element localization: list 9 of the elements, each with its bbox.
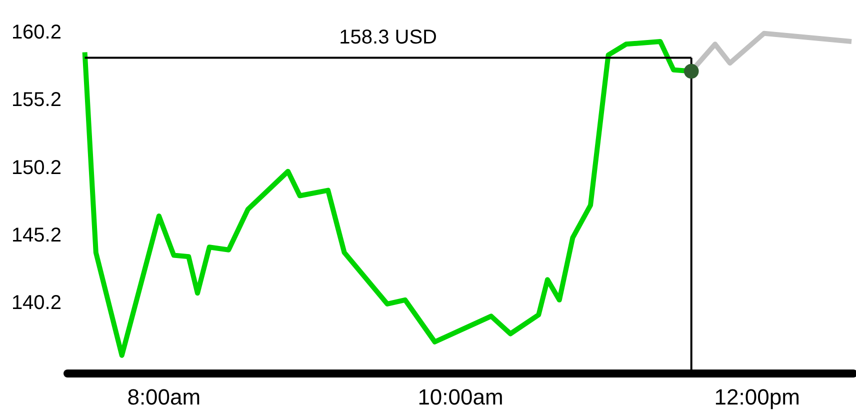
y-tick-label: 160.2 <box>11 22 62 44</box>
y-tick-label: 155.2 <box>11 89 62 112</box>
x-tick-label: 12:00pm <box>714 384 800 410</box>
ref-line-label: 158.3 USD <box>339 26 437 49</box>
x-tick-label: 10:00am <box>418 384 504 410</box>
y-tick-label: 150.2 <box>11 156 62 179</box>
x-tick-label: 8:00am <box>127 384 201 410</box>
y-tick-label: 140.2 <box>11 292 62 314</box>
y-tick-label: 145.2 <box>11 224 62 246</box>
